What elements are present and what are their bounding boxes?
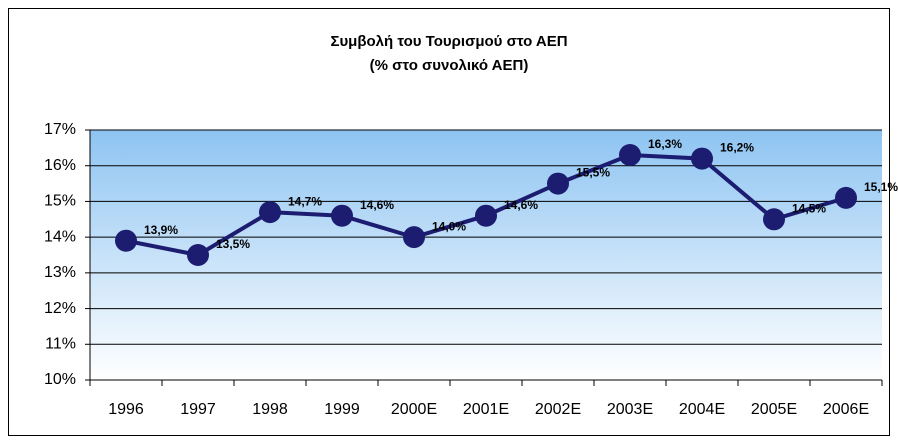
- x-tick-label: 1996: [108, 401, 144, 418]
- marker: [187, 244, 209, 266]
- marker: [475, 204, 497, 227]
- marker: [619, 144, 641, 166]
- value-label: 14,7%: [288, 194, 322, 208]
- x-tick-label: 2005E: [751, 401, 797, 418]
- marker: [259, 201, 281, 224]
- x-tick-label: 2001E: [463, 401, 509, 418]
- chart-title: Συμβολή του Τουρισμού στο ΑΕΠ: [330, 33, 567, 50]
- value-label: 14,0%: [432, 219, 466, 233]
- x-tick-label: 2003E: [607, 401, 653, 418]
- marker: [403, 226, 425, 249]
- value-label: 13,5%: [216, 237, 250, 251]
- x-tick-label: 2000E: [391, 401, 437, 418]
- x-tick-label: 2002E: [535, 401, 581, 418]
- marker: [115, 229, 137, 252]
- value-label: 14,5%: [792, 201, 826, 215]
- marker: [331, 204, 353, 227]
- marker: [547, 172, 569, 195]
- x-tick-label: 1997: [180, 401, 216, 418]
- value-label: 14,6%: [360, 198, 394, 212]
- chart-subtitle: (% στο συνολικό ΑΕΠ): [370, 57, 529, 74]
- marker: [691, 147, 713, 170]
- y-tick-label: 11%: [45, 336, 76, 353]
- y-tick-label: 14%: [44, 228, 76, 245]
- x-tick-label: 1998: [252, 401, 288, 418]
- value-label: 13,9%: [144, 223, 178, 237]
- value-label: 15,5%: [576, 166, 610, 180]
- y-tick-label: 12%: [44, 300, 76, 317]
- value-label: 15,1%: [864, 180, 898, 194]
- x-tick-label: 1999: [324, 401, 360, 418]
- value-label: 14,6%: [504, 198, 538, 212]
- x-tick-label: 2004E: [679, 401, 725, 418]
- y-tick-label: 10%: [44, 371, 76, 388]
- y-tick-label: 16%: [44, 157, 76, 174]
- y-tick-label: 15%: [44, 193, 76, 210]
- marker: [835, 186, 857, 209]
- marker: [763, 208, 785, 231]
- y-tick-label: 17%: [44, 121, 76, 138]
- value-label: 16,3%: [648, 137, 682, 151]
- plot-area: [90, 130, 882, 380]
- value-label: 16,2%: [720, 141, 754, 155]
- y-tick-label: 13%: [44, 264, 76, 281]
- x-tick-label: 2006E: [823, 401, 869, 418]
